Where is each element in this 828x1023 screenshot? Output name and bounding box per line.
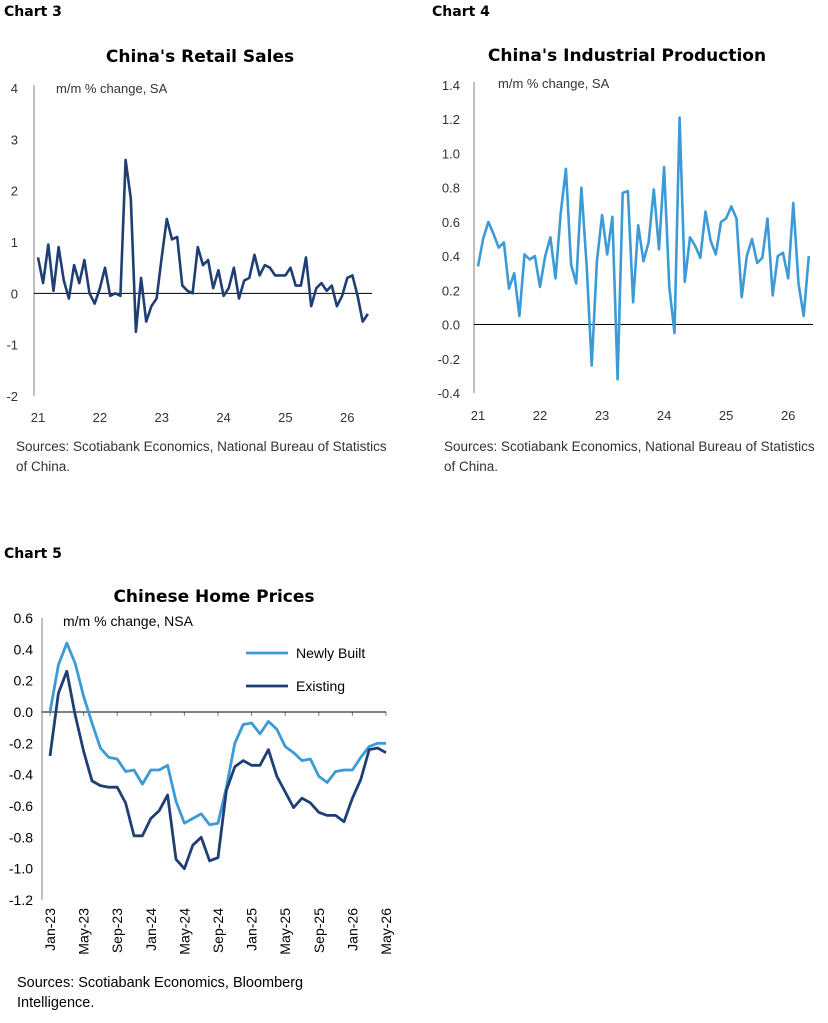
chart-title: China's Industrial Production: [488, 46, 766, 66]
y-tick-label: -0.6: [9, 798, 33, 814]
x-tick-label: 21: [31, 410, 45, 425]
y-axis: 4 3 2 1 0 -1 -2: [6, 81, 18, 404]
y-tick-label: -0.8: [9, 829, 33, 845]
x-tick-label: 26: [781, 408, 795, 423]
legend-label: Existing: [296, 678, 345, 694]
y-axis: 1.4 1.2 1.0 0.8 0.6 0.4 0.2 0.0 -0.2 -0.4: [438, 78, 460, 401]
y-tick-label: -1.0: [9, 861, 33, 877]
y-tick-label: 0.2: [442, 283, 460, 298]
series-group: [476, 116, 811, 381]
legend: Newly Built Existing: [246, 645, 365, 694]
series-group: [36, 158, 369, 334]
y-tick-label: 0.4: [14, 641, 34, 657]
y-axis: 0.6 0.4 0.2 0.0 -0.2 -0.4 -0.6 -0.8 -1.0 -1.2: [9, 610, 33, 908]
y-tick-label: -1.2: [9, 892, 33, 908]
chart-3-label: Chart 3: [4, 4, 62, 20]
x-tick-label: 22: [93, 410, 107, 425]
y-tick-label: 1.4: [442, 78, 460, 93]
series-line-existing: [48, 669, 387, 871]
y-tick-label: 1: [11, 235, 18, 250]
y-tick-label: 0: [11, 286, 18, 301]
x-axis: 21 22 23 24 25 26: [471, 408, 796, 423]
chart-3-source: Sources: Scotiabank Economics, National …: [16, 439, 387, 474]
legend-label: Newly Built: [296, 645, 365, 661]
x-tick-label: 23: [595, 408, 609, 423]
x-tick-label: May-23: [76, 908, 92, 955]
home-prices-chart: Chinese Home Prices m/m % change, NSA 0.…: [9, 587, 394, 955]
industrial-production-chart: China's Industrial Production m/m % chan…: [438, 46, 813, 423]
x-tick-label: Jan-23: [42, 908, 58, 951]
y-tick-label: 0.4: [442, 249, 460, 264]
x-tick-label: Sep-25: [311, 908, 327, 953]
x-tick-label: May-26: [378, 908, 394, 955]
x-tick-label: Sep-23: [109, 908, 125, 953]
x-tick-label: 22: [533, 408, 547, 423]
x-axis: Jan-23 May-23 Sep-23 Jan-24 May-24 Sep-24 Jan-…: [42, 712, 394, 955]
y-tick-label: 0.2: [14, 673, 34, 689]
chart-5-label: Chart 5: [4, 546, 62, 562]
x-tick-label: 26: [340, 410, 354, 425]
y-tick-label: 4: [11, 81, 18, 96]
chart-title: China's Retail Sales: [106, 47, 294, 67]
y-tick-label: 0.6: [14, 610, 34, 626]
x-tick-label: 24: [657, 408, 671, 423]
chart-title: Chinese Home Prices: [113, 587, 314, 607]
x-tick-label: May-25: [277, 908, 293, 955]
x-tick-label: Jan-26: [344, 908, 360, 951]
y-tick-label: 0.0: [442, 318, 460, 333]
y-tick-label: -0.4: [9, 767, 33, 783]
series-line: [36, 158, 369, 334]
y-tick-label: -0.2: [438, 352, 460, 367]
series-group: [48, 641, 387, 871]
y-tick-label: 0.6: [442, 215, 460, 230]
series-line: [476, 116, 811, 381]
y-tick-label: 2: [11, 184, 18, 199]
y-tick-label: -0.2: [9, 735, 33, 751]
x-tick-label: May-24: [176, 908, 192, 955]
y-tick-label: -0.4: [438, 386, 460, 401]
x-tick-label: Jan-25: [244, 908, 260, 951]
chart-subtitle: m/m % change, SA: [498, 76, 610, 91]
y-tick-label: -2: [6, 389, 18, 404]
x-tick-label: Jan-24: [143, 908, 159, 951]
chart-subtitle: m/m % change, SA: [56, 81, 168, 96]
x-tick-label: 21: [471, 408, 485, 423]
y-tick-label: 0.8: [442, 181, 460, 196]
chart-5-source: Sources: Scotiabank Economics, Bloomberg…: [17, 975, 304, 1011]
chart-4-source: Sources: Scotiabank Economics, National …: [444, 439, 815, 474]
y-tick-label: 0.0: [14, 704, 34, 720]
x-tick-label: 25: [719, 408, 733, 423]
x-tick-label: 23: [154, 410, 168, 425]
x-tick-label: 24: [216, 410, 230, 425]
chart-4-label: Chart 4: [432, 4, 490, 20]
y-tick-label: 3: [11, 132, 18, 147]
x-axis: 21 22 23 24 25 26: [31, 410, 355, 425]
chart-subtitle: m/m % change, NSA: [63, 613, 194, 629]
y-tick-label: 1.0: [442, 146, 460, 161]
retail-sales-chart: China's Retail Sales m/m % change, SA 4 3…: [6, 47, 372, 425]
y-tick-label: 1.2: [442, 112, 460, 127]
y-tick-label: -1: [6, 338, 18, 353]
x-tick-label: 25: [278, 410, 292, 425]
series-line-newly-built: [48, 641, 386, 827]
x-tick-label: Sep-24: [210, 908, 226, 953]
